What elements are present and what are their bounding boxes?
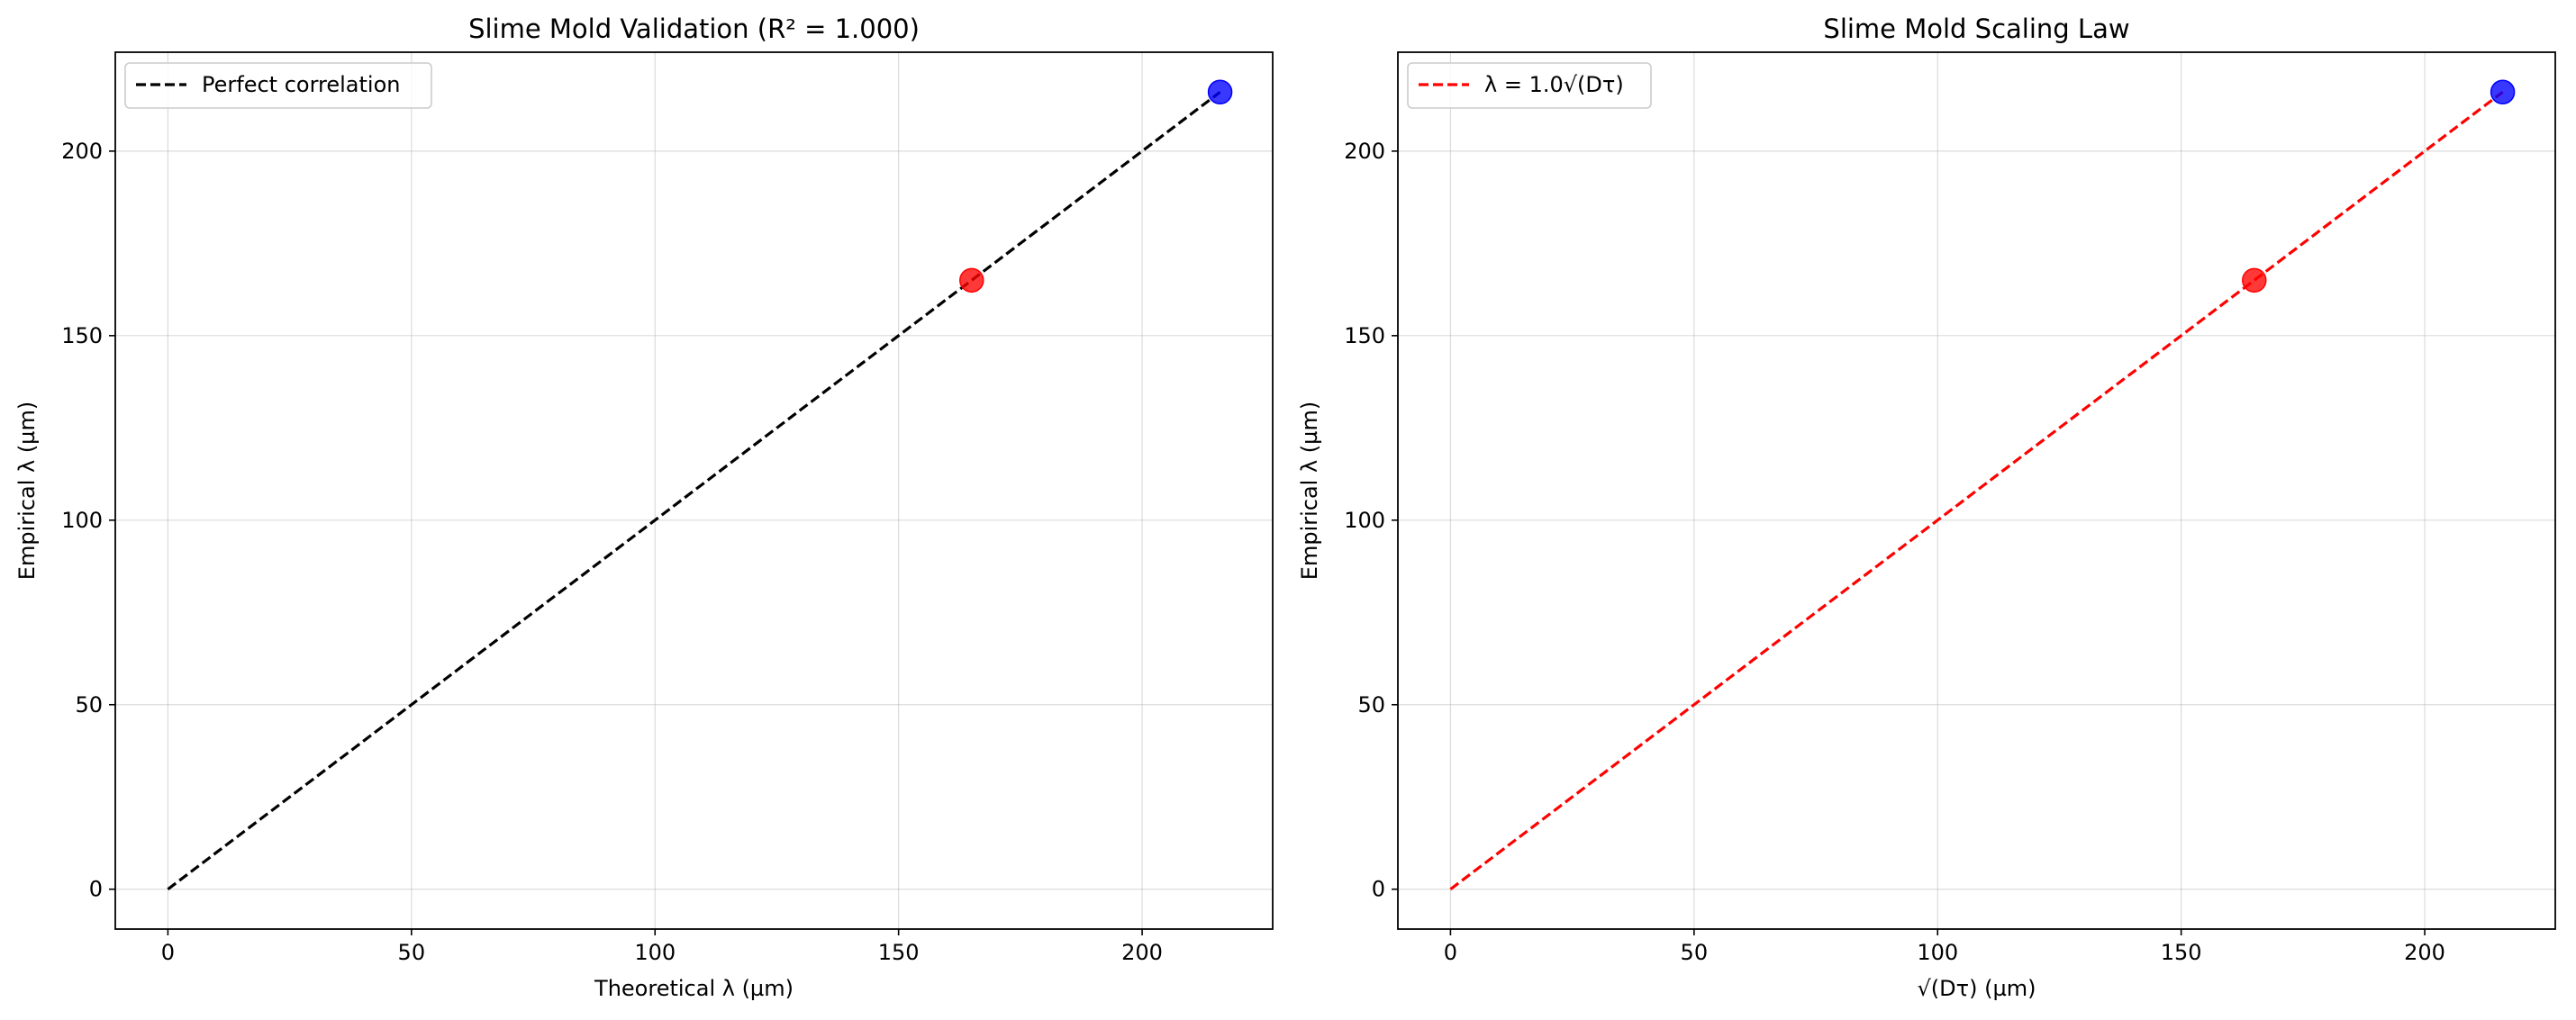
validation-x-tick-label-2: 100 [634, 940, 676, 965]
validation-data-point-1 [1207, 79, 1233, 105]
validation-y-tick-label-1: 50 [75, 692, 103, 718]
scaling-law-x-tick-label-3: 150 [2161, 940, 2202, 965]
validation-series [167, 79, 1233, 891]
validation-y-tick-label-4: 200 [61, 139, 103, 164]
scaling-law-x-tick-label-0: 0 [1444, 940, 1457, 965]
scaling-law-data-point-0 [2242, 267, 2267, 293]
validation-legend-label: Perfect correlation [202, 72, 400, 97]
scaling-law-y-tick-label-1: 50 [1357, 692, 1385, 718]
validation-chart: 0 50 100 150 200 0 50 100 150 200 Slime Mold Vali… [14, 14, 1274, 1001]
scaling-law-y-axis-label: Empirical λ (µm) [1297, 402, 1322, 580]
validation-y-axis-label: Empirical λ (µm) [14, 402, 40, 580]
validation-y-tick-label-2: 100 [61, 508, 103, 533]
validation-x-tick-label-3: 150 [878, 940, 920, 965]
validation-plot-frame [114, 51, 1274, 930]
validation-x-tick-label-1: 50 [398, 940, 426, 965]
scaling-law-y-tick-label-0: 0 [1372, 877, 1385, 902]
scaling-law-y-tick-label-3: 150 [1344, 323, 1385, 348]
validation-chart-title: Slime Mold Validation (R² = 1.000) [468, 14, 920, 44]
scaling-law-data-point-1 [2490, 79, 2516, 105]
scaling-law-grid [1398, 52, 2555, 929]
scaling-law-fit-line [1449, 90, 2504, 891]
validation-y-tick-label-3: 150 [61, 323, 103, 348]
validation-fit-line [167, 90, 1221, 891]
validation-x-tick-label-0: 0 [161, 940, 175, 965]
scaling-law-y-tick-label-4: 200 [1344, 139, 1385, 164]
validation-ticks: 0 50 100 150 200 0 50 100 150 200 [61, 139, 1163, 965]
scaling-law-plot-frame [1397, 51, 2556, 930]
scaling-law-x-axis-label: √(Dτ) (µm) [1918, 976, 2036, 1001]
scaling-law-x-tick-label-1: 50 [1681, 940, 1709, 965]
scaling-law-chart-title: Slime Mold Scaling Law [1823, 14, 2129, 44]
validation-legend: Perfect correlation [124, 62, 432, 109]
scaling-law-x-tick-label-2: 100 [1917, 940, 1958, 965]
validation-y-tick-label-0: 0 [89, 877, 103, 902]
validation-data-point-0 [959, 267, 984, 293]
scaling-law-series [1449, 79, 2516, 891]
validation-x-axis-label: Theoretical λ (µm) [594, 976, 794, 1001]
scaling-law-legend: λ = 1.0√(Dτ) [1407, 62, 1652, 109]
scaling-law-ticks: 0 50 100 150 200 0 50 100 150 200 [1344, 139, 2445, 965]
validation-x-tick-label-4: 200 [1121, 940, 1163, 965]
scaling-law-x-tick-label-4: 200 [2404, 940, 2445, 965]
scaling-law-chart: 0 50 100 150 200 0 50 100 150 200 Slime Mold Scal… [1297, 14, 2556, 1001]
validation-grid [115, 52, 1273, 929]
scaling-law-y-tick-label-2: 100 [1344, 508, 1385, 533]
validation-legend-frame [124, 62, 432, 109]
scaling-law-legend-frame [1407, 62, 1652, 109]
scaling-law-legend-label: λ = 1.0√(Dτ) [1484, 72, 1624, 97]
